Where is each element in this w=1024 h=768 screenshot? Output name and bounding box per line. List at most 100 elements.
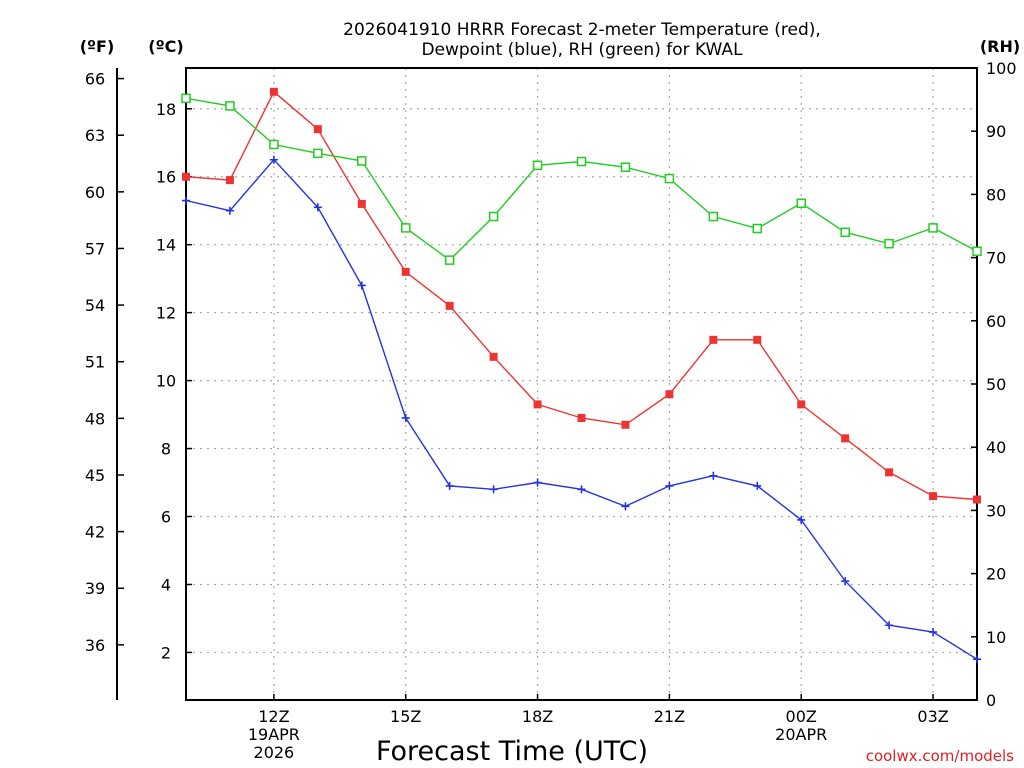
dewpoint-point	[401, 413, 410, 422]
rh-point	[488, 211, 499, 222]
temperature-point	[357, 199, 366, 208]
dewpoint-point	[313, 203, 322, 212]
fahrenheit-unit-label: (ºF)	[80, 37, 115, 56]
temperature-point	[445, 301, 454, 310]
fahrenheit-tick-label: 60	[85, 183, 105, 202]
x-axis-title: Forecast Time (UTC)	[376, 736, 648, 767]
series-line-temperature	[185, 90, 978, 501]
rh-point	[840, 227, 850, 238]
temperature-point	[577, 413, 586, 422]
dewpoint-point	[225, 206, 234, 215]
x-tick-label: 15Z	[390, 707, 421, 726]
temperature-point	[533, 400, 542, 409]
rh-point	[972, 246, 982, 257]
fahrenheit-tick-label: 54	[85, 296, 105, 315]
rh-point	[400, 223, 411, 233]
fahrenheit-tick-label: 48	[85, 409, 105, 428]
x-tick-label: 00Z	[786, 707, 817, 726]
rh-tick-label: 50	[986, 375, 1006, 394]
temperature-point	[885, 468, 894, 477]
rh-tick-label: 30	[986, 501, 1006, 520]
rh-point	[576, 156, 587, 167]
dewpoint-point	[797, 515, 806, 524]
dewpoint-point	[445, 481, 454, 490]
x-tick-label: 20APR	[775, 725, 827, 744]
temperature-point	[753, 335, 762, 344]
celsius-tick-label: 4	[161, 575, 171, 594]
rh-point	[708, 211, 719, 222]
dewpoint-point	[753, 481, 762, 490]
rh-tick-label: 100	[986, 59, 1017, 78]
dewpoint-point	[489, 485, 498, 494]
chart-title-line-1: 2026041910 HRRR Forecast 2-meter Tempera…	[343, 20, 821, 40]
x-tick-label: 03Z	[917, 707, 948, 726]
x-tick-label: 21Z	[654, 707, 685, 726]
series-line-rh	[185, 97, 978, 262]
x-tick-label: 2026	[254, 743, 295, 762]
rh-tick-label: 80	[986, 185, 1006, 204]
fahrenheit-tick-label: 63	[85, 126, 105, 145]
dewpoint-point	[929, 628, 938, 637]
rh-point	[357, 156, 367, 166]
fahrenheit-tick-label: 57	[85, 239, 105, 258]
rh-unit-label: (RH)	[980, 37, 1020, 56]
chart-title-line-2: Dewpoint (blue), RH (green) for KWAL	[421, 40, 743, 60]
rh-tick-label: 0	[986, 691, 996, 710]
rh-tick-label: 60	[986, 312, 1006, 331]
celsius-tick-label: 16	[156, 168, 176, 187]
temperature-point	[489, 352, 498, 361]
dewpoint-point	[885, 621, 894, 630]
x-tick-label: 18Z	[522, 707, 553, 726]
temperature-point	[269, 87, 278, 96]
temperature-point	[401, 267, 410, 276]
rh-tick-label: 20	[986, 565, 1006, 584]
rh-tick-label: 10	[986, 628, 1006, 647]
temperature-point	[841, 434, 850, 443]
credit-text: coolwx.com/models	[866, 747, 1014, 765]
fahrenheit-tick-label: 66	[85, 70, 105, 89]
fahrenheit-tick-label: 42	[85, 523, 105, 542]
rh-point	[269, 139, 279, 150]
dewpoint-point	[533, 478, 542, 487]
temperature-point	[973, 495, 981, 504]
celsius-tick-label: 8	[161, 440, 171, 459]
celsius-tick-label: 14	[156, 236, 176, 255]
dewpoint-point	[973, 655, 981, 664]
temperature-point	[709, 335, 718, 344]
rh-point	[225, 101, 235, 111]
rh-point	[884, 238, 894, 249]
rh-point	[444, 255, 455, 265]
celsius-tick-label: 2	[161, 643, 171, 662]
temperature-point	[182, 172, 190, 181]
celsius-tick-label: 12	[156, 304, 176, 323]
rh-tick-label: 90	[986, 122, 1006, 141]
x-tick-label: 19APR	[248, 725, 300, 744]
temperature-point	[797, 400, 806, 409]
dewpoint-point	[269, 155, 278, 164]
temperature-point	[665, 390, 674, 399]
celsius-tick-label: 18	[156, 100, 176, 119]
celsius-tick-label: 6	[161, 508, 171, 527]
fahrenheit-tick-label: 51	[85, 353, 105, 372]
rh-tick-label: 70	[986, 249, 1006, 268]
x-tick-label: 12Z	[258, 707, 289, 726]
rh-point	[796, 198, 806, 208]
rh-point	[752, 223, 763, 234]
rh-point	[313, 148, 323, 159]
celsius-tick-label: 10	[156, 372, 176, 391]
dewpoint-point	[621, 502, 630, 511]
axes: 36 39 42 45 48 51 54 57 60 63 66 2 4 6 8 10 12 14 16 18 0 10 2…	[85, 59, 1017, 762]
temperature-point	[929, 492, 938, 501]
temperature-point	[313, 125, 322, 134]
rh-point	[664, 173, 675, 184]
dewpoint-point	[577, 485, 586, 494]
fahrenheit-tick-label: 36	[85, 636, 105, 655]
temperature-point	[225, 176, 234, 185]
dewpoint-point	[182, 196, 190, 205]
fahrenheit-tick-label: 39	[85, 579, 105, 598]
temperature-point	[621, 420, 630, 429]
series-layer	[181, 87, 982, 664]
celsius-unit-label: (ºC)	[148, 37, 183, 56]
rh-tick-label: 40	[986, 438, 1006, 457]
